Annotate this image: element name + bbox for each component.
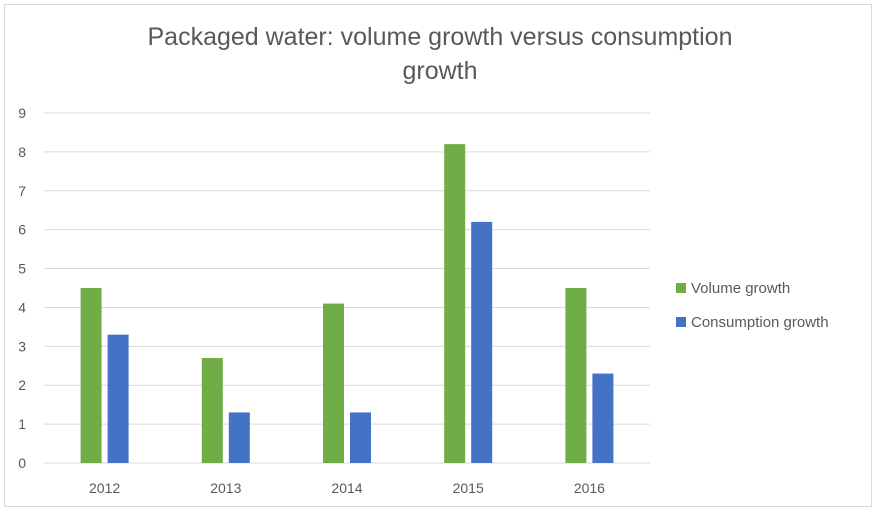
bar-consumption-growth-2016 [592, 373, 614, 463]
y-tick-label-9: 9 [18, 105, 26, 121]
bar-consumption-growth-2014 [350, 412, 371, 463]
bars [80, 144, 614, 463]
chart-title-line-2: growth [402, 57, 478, 85]
bar-consumption-growth-2012 [107, 334, 129, 463]
chart-title-line-1: Packaged water: volume growth versus con… [147, 23, 733, 51]
legend-item-consumption-growth: Consumption growth [676, 305, 829, 339]
y-tick-label-2: 2 [18, 377, 26, 393]
y-tick-label-0: 0 [18, 455, 26, 471]
legend-label-volume-growth: Volume growth [691, 279, 791, 297]
y-tick-label-3: 3 [18, 338, 26, 354]
legend-label-consumption-growth: Consumption growth [691, 313, 829, 331]
gridlines [44, 112, 650, 464]
x-tick-label-2012: 2012 [89, 480, 120, 496]
bar-volume-growth-2014 [323, 303, 344, 463]
legend-swatch-volume-growth [676, 283, 686, 293]
chart-area [4, 4, 872, 507]
bar-volume-growth-2013 [201, 358, 223, 463]
x-tick-label-2014: 2014 [331, 480, 362, 496]
legend-swatch-consumption-growth [676, 317, 686, 327]
y-tick-label-8: 8 [18, 144, 26, 160]
y-tick-label-1: 1 [18, 416, 26, 432]
chart-title: Packaged water: volume growth versus con… [0, 20, 880, 88]
y-tick-label-4: 4 [18, 299, 26, 315]
x-axis-tick-labels: 2012 2013 2014 2015 2016 [89, 480, 605, 496]
y-axis-tick-labels: 0 1 2 3 4 5 6 7 8 9 [18, 105, 26, 471]
legend-item-volume-growth: Volume growth [676, 271, 829, 305]
bar-volume-growth-2016 [565, 288, 587, 463]
bar-consumption-growth-2013 [228, 412, 250, 463]
y-tick-label-5: 5 [18, 261, 26, 277]
y-tick-label-6: 6 [18, 222, 26, 238]
x-tick-label-2015: 2015 [453, 480, 484, 496]
x-tick-label-2013: 2013 [210, 480, 241, 496]
bar-volume-growth-2012 [80, 288, 102, 463]
x-tick-label-2016: 2016 [574, 480, 605, 496]
legend: Volume growth Consumption growth [676, 271, 829, 339]
bar-consumption-growth-2015 [471, 221, 493, 463]
bar-volume-growth-2015 [444, 144, 466, 463]
y-tick-label-7: 7 [18, 183, 26, 199]
